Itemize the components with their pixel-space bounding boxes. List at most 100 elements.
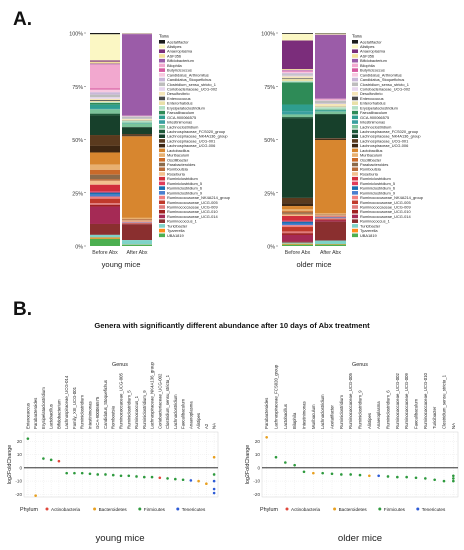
bar-segment-Erysipelatoclostridium [122, 120, 152, 123]
genus-label: Ruminococcus_1 [134, 395, 139, 429]
legend-label: UBA1819 [167, 233, 184, 238]
data-point-Faecalibaculum [181, 478, 185, 482]
bar-segment-Lachnoclostridium [315, 111, 346, 114]
bar-segment-GCA-900066575 [282, 104, 313, 112]
bar-segment-Tyzzerella [282, 243, 313, 245]
bar-segment-Bifidobacterium [122, 34, 152, 116]
data-point-Ruminiclostridium [80, 471, 84, 475]
bar-segment-Ruminococcaceae_UCG-014 [282, 234, 313, 242]
legend-label: Ruminococcaceae_UCG-014 [360, 214, 411, 219]
genus-label: Ruminiclostridium_6 [386, 390, 391, 429]
legend-swatch [159, 205, 165, 209]
data-point-Bilophila [293, 463, 296, 467]
phylum-legend-label: Firmicutes [144, 507, 166, 512]
phylum-legend-dot [285, 507, 289, 511]
y-tick-label: 0% [75, 245, 83, 251]
legend-label: Ruminiclostridium_6 [167, 186, 202, 191]
data-point-Parabacteroides [265, 436, 268, 439]
legend-label: Anaeroplasma [167, 49, 193, 54]
bar-segment-Lachnoclostridium [90, 109, 120, 114]
bar-segment-Bilophila [282, 70, 313, 72]
legend-label: Desulfovibrio [360, 91, 383, 96]
bar-segment-Clostridium_sensu_stricto_1 [90, 94, 120, 98]
bar-segment-Desulfovibrio [122, 119, 152, 121]
data-point-Ruminococcaceae_UCG-005 [349, 473, 352, 476]
data-point-Turicibacter [433, 478, 436, 482]
genus-label: Parabacteroides [33, 398, 38, 429]
group-label: older mice [338, 533, 382, 544]
legend-swatch [159, 82, 165, 87]
genus-label: Ruminococcaceae_UCG-010 [423, 373, 428, 429]
bar-segment-UBA1819 [90, 238, 120, 246]
genus-label: Lachnoclostridium [320, 394, 325, 429]
legend-label: Lachnospiraceae_FCS020_group [167, 129, 225, 134]
legend-label: Oscillibacter [167, 157, 189, 162]
legend-label: Ruminococcaceae_UCG-009 [167, 205, 218, 210]
legend-label: Lachnospiraceae_UCG-006 [167, 143, 215, 148]
bar-segment-Desulfovibrio [282, 76, 313, 79]
data-point-Ruminiclostridium_6 [386, 475, 390, 478]
bar-segment-Turicibacter [282, 242, 313, 244]
legend-swatch [352, 200, 358, 205]
y-tick-label: 20 [17, 439, 23, 444]
bar-segment-Ruminiclostridium [282, 215, 313, 221]
legend-label: Coriobacteriaceae_UCG-002 [167, 87, 217, 92]
data-point-Lachnospiraceae_UCG-014 [65, 471, 68, 475]
legend-swatch [159, 40, 165, 44]
bar-segment-Ruminococcaceae_UCG-009 [90, 203, 120, 205]
data-point-Alistipes [368, 474, 371, 478]
genus-label: Ruminiclostridium [339, 395, 344, 429]
legend-swatch [159, 96, 165, 101]
legend-label: Faecalibaculum [360, 110, 387, 115]
taxa-legend: TaxaAcetatifactorAlistipesAnaeroplasmaAS… [159, 34, 230, 238]
legend-swatch [159, 153, 165, 157]
y-tick-label: -10 [253, 479, 260, 484]
bar-segment-ASF356 [282, 69, 313, 71]
data-point-Ruminococcaceae_UCG-002 [396, 475, 399, 479]
genus-label: Ruminiclostridium [80, 395, 85, 429]
legend-swatch [352, 82, 358, 87]
bar-segment-UBA1819 [122, 244, 152, 246]
data-point-A2 [205, 482, 208, 486]
data-point-Lactobacillus [49, 458, 53, 462]
legend-swatch [352, 191, 358, 195]
genus-label: Acetatifactor [330, 405, 335, 429]
legend-label: Ruminococcaceae_UCG-005 [167, 200, 218, 205]
bar-segment-Parabacteroides [90, 174, 120, 180]
genus-label: Ruminiclostridium_9 [358, 390, 363, 429]
data-point-Erysipelatoclostridium [42, 457, 45, 460]
bar-segment-Candidatus_Arthromitus [90, 89, 120, 93]
bar-segment-Oscillibacter [122, 219, 152, 220]
legend-swatch [352, 233, 358, 238]
legend-swatch [352, 58, 358, 63]
bar-segment-Ruminiclostridium [90, 184, 120, 192]
legend-label: Tyzzerella [360, 228, 378, 233]
data-point-NA [212, 473, 216, 476]
legend-swatch [159, 228, 165, 233]
y-tick-label: 20 [255, 439, 261, 444]
legend-swatch [159, 68, 165, 72]
legend-swatch [352, 77, 358, 82]
legend-swatch [159, 158, 165, 162]
legend-label: Desulfovibrio [167, 91, 190, 96]
genus-label: Coriobacteriaceae_UCG-002 [157, 373, 162, 429]
legend-swatch [352, 228, 358, 233]
legend-label: ASF356 [167, 53, 181, 58]
bar-segment-Ruminococcus_1 [122, 224, 152, 241]
bar-segment-Ruminococcaceae_UCG-009 [282, 231, 313, 234]
bar-segment-Enterorhabdus [282, 78, 313, 82]
legend-label: Anaeroplasma [360, 49, 386, 54]
genus-label: Alistipes [367, 413, 372, 429]
phylum-legend-dot [378, 507, 382, 511]
bar-segment-Lactobacillus [90, 152, 120, 165]
bar-segment-Muribaculum [122, 217, 152, 220]
legend-label: Muribaculum [167, 153, 189, 158]
data-point-Intestinimonas [88, 472, 92, 476]
bar-segment-Ruminococcaceae_UCG-005 [90, 198, 120, 204]
legend-swatch [352, 124, 358, 129]
legend-label: Ruminiclostridium_9 [360, 190, 395, 195]
bar-segment-Lachnospiraceae_UCG-006 [122, 135, 152, 137]
legend-swatch [352, 172, 358, 176]
bar-segment-Candidatus_Arthromitus [282, 71, 313, 74]
